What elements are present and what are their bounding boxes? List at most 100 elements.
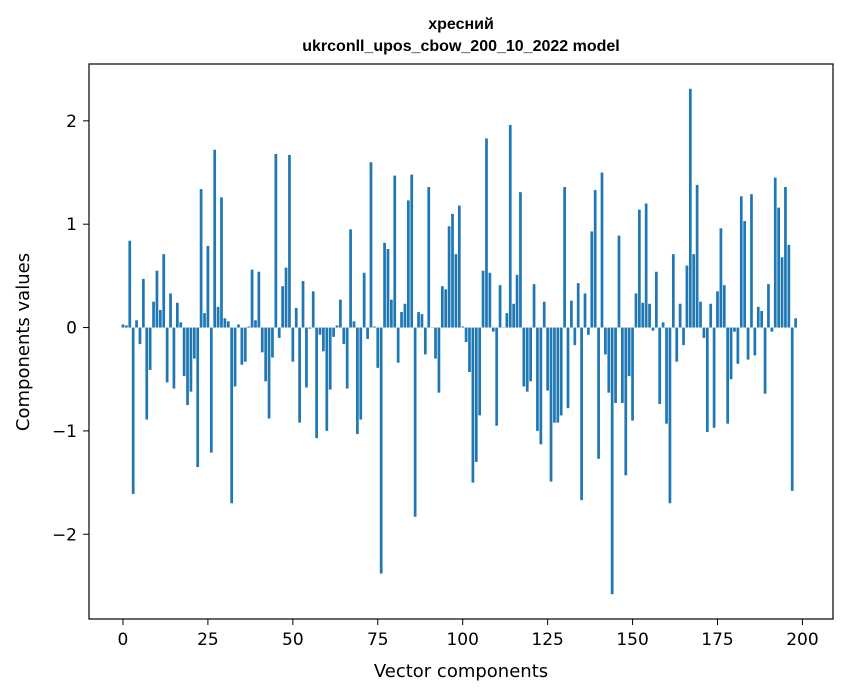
bar-123 <box>539 327 543 445</box>
bar-183 <box>743 221 747 328</box>
bar-46 <box>277 327 281 338</box>
bar-3 <box>131 327 135 494</box>
bar-110 <box>495 327 499 426</box>
bar-163 <box>675 327 679 362</box>
bar-155 <box>648 303 651 328</box>
bar-59 <box>322 327 325 352</box>
bar-174 <box>712 327 716 428</box>
bar-21 <box>192 327 196 359</box>
bar-74 <box>373 326 376 328</box>
bar-14 <box>169 293 172 328</box>
bar-58 <box>318 327 322 335</box>
bar-5 <box>138 327 142 345</box>
bar-24 <box>203 313 206 328</box>
bar-20 <box>189 327 193 392</box>
bar-65 <box>342 327 346 345</box>
x-tick-label: 100 <box>446 630 478 650</box>
bar-36 <box>243 327 247 362</box>
bar-2 <box>128 240 132 328</box>
bar-16 <box>175 302 179 328</box>
bar-159 <box>661 322 665 328</box>
bar-15 <box>172 327 176 389</box>
bar-69 <box>356 327 359 434</box>
bar-10 <box>155 270 159 328</box>
bar-142 <box>604 327 607 355</box>
bar-143 <box>607 327 611 393</box>
bar-43 <box>267 327 271 419</box>
bar-151 <box>634 293 638 328</box>
x-tick-label: 200 <box>786 630 818 650</box>
bar-145 <box>614 327 617 403</box>
x-tick-label: 50 <box>282 630 304 650</box>
bar-127 <box>553 327 556 423</box>
bar-92 <box>434 327 437 359</box>
bar-57 <box>315 327 318 439</box>
bar-189 <box>763 327 767 394</box>
bar-119 <box>525 327 529 392</box>
bar-48 <box>284 267 288 328</box>
bar-81 <box>396 327 400 363</box>
bar-182 <box>739 196 743 328</box>
bar-194 <box>780 257 784 328</box>
bar-122 <box>536 327 539 431</box>
bar-49 <box>288 154 291 328</box>
bar-25 <box>206 245 210 328</box>
bar-192 <box>773 177 777 328</box>
bar-167 <box>688 88 692 328</box>
bar-47 <box>281 286 284 328</box>
bar-187 <box>756 306 760 328</box>
bar-169 <box>695 184 699 328</box>
bar-131 <box>566 327 570 409</box>
plot-frame <box>88 63 834 620</box>
bar-78 <box>386 249 390 328</box>
bar-140 <box>597 327 600 459</box>
bar-132 <box>570 300 573 328</box>
bar-64 <box>339 299 342 328</box>
x-tick-label: 150 <box>616 630 648 650</box>
bar-33 <box>233 327 237 387</box>
bar-178 <box>726 327 730 424</box>
bar-138 <box>590 231 594 328</box>
bar-160 <box>665 327 668 424</box>
bar-111 <box>498 285 502 328</box>
bar-94 <box>440 286 444 328</box>
bar-161 <box>668 327 672 504</box>
bar-34 <box>237 324 240 328</box>
bar-108 <box>488 272 492 328</box>
bar-156 <box>651 327 655 331</box>
bar-29 <box>220 197 223 328</box>
bar-149 <box>627 327 631 377</box>
bar-82 <box>400 312 403 328</box>
x-tick-label: 75 <box>367 630 389 650</box>
bar-42 <box>264 327 268 382</box>
y-axis-label: Components values <box>13 253 34 431</box>
bar-86 <box>413 327 417 517</box>
bar-175 <box>716 291 719 328</box>
y-tick-label: 1 <box>66 215 77 235</box>
bar-52 <box>298 327 301 423</box>
bar-177 <box>722 285 726 328</box>
bar-100 <box>461 326 465 328</box>
bar-152 <box>638 209 641 328</box>
bar-102 <box>468 327 471 372</box>
bar-90 <box>427 186 431 328</box>
bar-164 <box>678 303 682 328</box>
bar-38 <box>250 269 254 328</box>
bar-70 <box>359 327 363 420</box>
x-tick-label: 175 <box>701 630 733 650</box>
bar-54 <box>305 327 308 388</box>
bar-76 <box>379 327 383 574</box>
bar-66 <box>345 327 349 389</box>
bar-27 <box>213 149 217 328</box>
bar-176 <box>719 228 723 328</box>
bar-22 <box>196 327 200 468</box>
y-tick-label: −1 <box>52 422 77 442</box>
bar-186 <box>753 327 757 356</box>
bar-18 <box>182 327 186 377</box>
y-axis-ticks: −2 −1 0 1 2 <box>52 112 89 545</box>
bar-23 <box>199 189 203 328</box>
bar-72 <box>366 327 369 339</box>
bars-group <box>121 88 797 595</box>
bar-117 <box>519 192 522 328</box>
bar-97 <box>451 213 454 328</box>
